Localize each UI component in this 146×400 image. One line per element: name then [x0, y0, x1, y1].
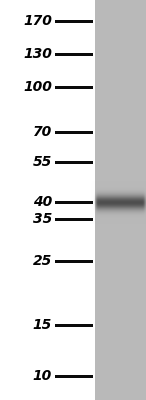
- Text: 10: 10: [33, 369, 52, 383]
- Text: 35: 35: [33, 212, 52, 226]
- Text: 25: 25: [33, 254, 52, 268]
- Text: 70: 70: [33, 125, 52, 139]
- Text: 15: 15: [33, 318, 52, 332]
- Text: 40: 40: [33, 195, 52, 209]
- Text: 170: 170: [23, 14, 52, 28]
- Text: 55: 55: [33, 155, 52, 169]
- Text: 100: 100: [23, 80, 52, 94]
- Text: 130: 130: [23, 47, 52, 61]
